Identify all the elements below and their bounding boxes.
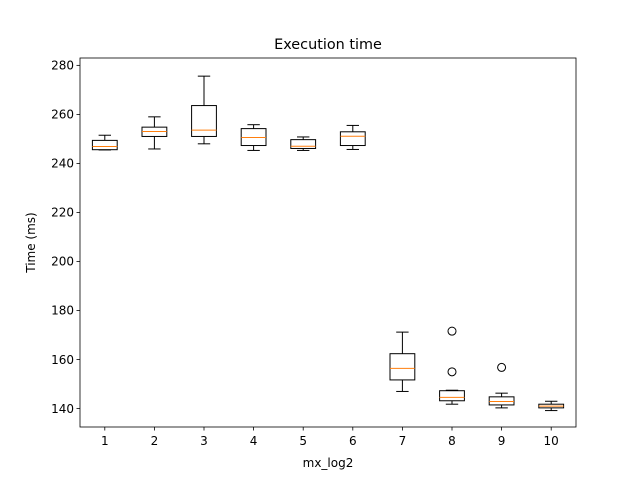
box (91, 139, 118, 151)
x-tick-label: 5 (299, 434, 307, 448)
box-group-1 (91, 134, 118, 151)
y-tick-label: 240 (51, 157, 74, 171)
box-group-10 (538, 400, 565, 412)
x-tick-label: 6 (349, 434, 357, 448)
box-group-3 (191, 75, 217, 145)
x-tick-label: 1 (101, 434, 109, 448)
flier-point (447, 367, 457, 377)
box (290, 139, 317, 149)
y-tick-label: 220 (51, 206, 74, 220)
x-tick-label: 9 (498, 434, 506, 448)
y-tick-label: 280 (51, 59, 74, 73)
box-group-4 (240, 124, 267, 151)
x-tick-label: 3 (200, 434, 208, 448)
flier-point (447, 326, 457, 336)
box-group-6 (339, 124, 366, 150)
x-tick-label: 10 (544, 434, 559, 448)
y-tick-label: 260 (51, 108, 74, 122)
box (439, 390, 465, 402)
box-group-9 (488, 362, 515, 409)
chart-title: Execution time (274, 37, 382, 53)
y-tick-label: 180 (51, 304, 74, 318)
x-axis-label: mx_log2 (303, 456, 354, 470)
box (389, 353, 416, 381)
plot-marks (91, 75, 565, 412)
y-axis: 140 160 180 200 220 240 260 280 (51, 59, 80, 416)
x-tick-label: 2 (151, 434, 159, 448)
y-tick-label: 140 (51, 402, 74, 416)
box (191, 105, 217, 137)
y-tick-label: 200 (51, 255, 74, 269)
axes-frame (79, 57, 577, 428)
y-tick-label: 160 (51, 353, 74, 367)
y-axis-label: Time (ms) (24, 212, 38, 274)
box-group-5 (290, 136, 317, 151)
x-tick-label: 8 (448, 434, 456, 448)
box (488, 396, 515, 406)
box-group-2 (141, 116, 168, 150)
x-axis: 1 2 3 4 5 6 7 8 9 10 (101, 427, 559, 448)
box-group-7 (389, 331, 416, 392)
x-tick-label: 7 (399, 434, 407, 448)
x-tick-label: 4 (250, 434, 258, 448)
box (339, 131, 366, 147)
flier-point (497, 362, 507, 372)
box-group-8 (439, 326, 465, 405)
